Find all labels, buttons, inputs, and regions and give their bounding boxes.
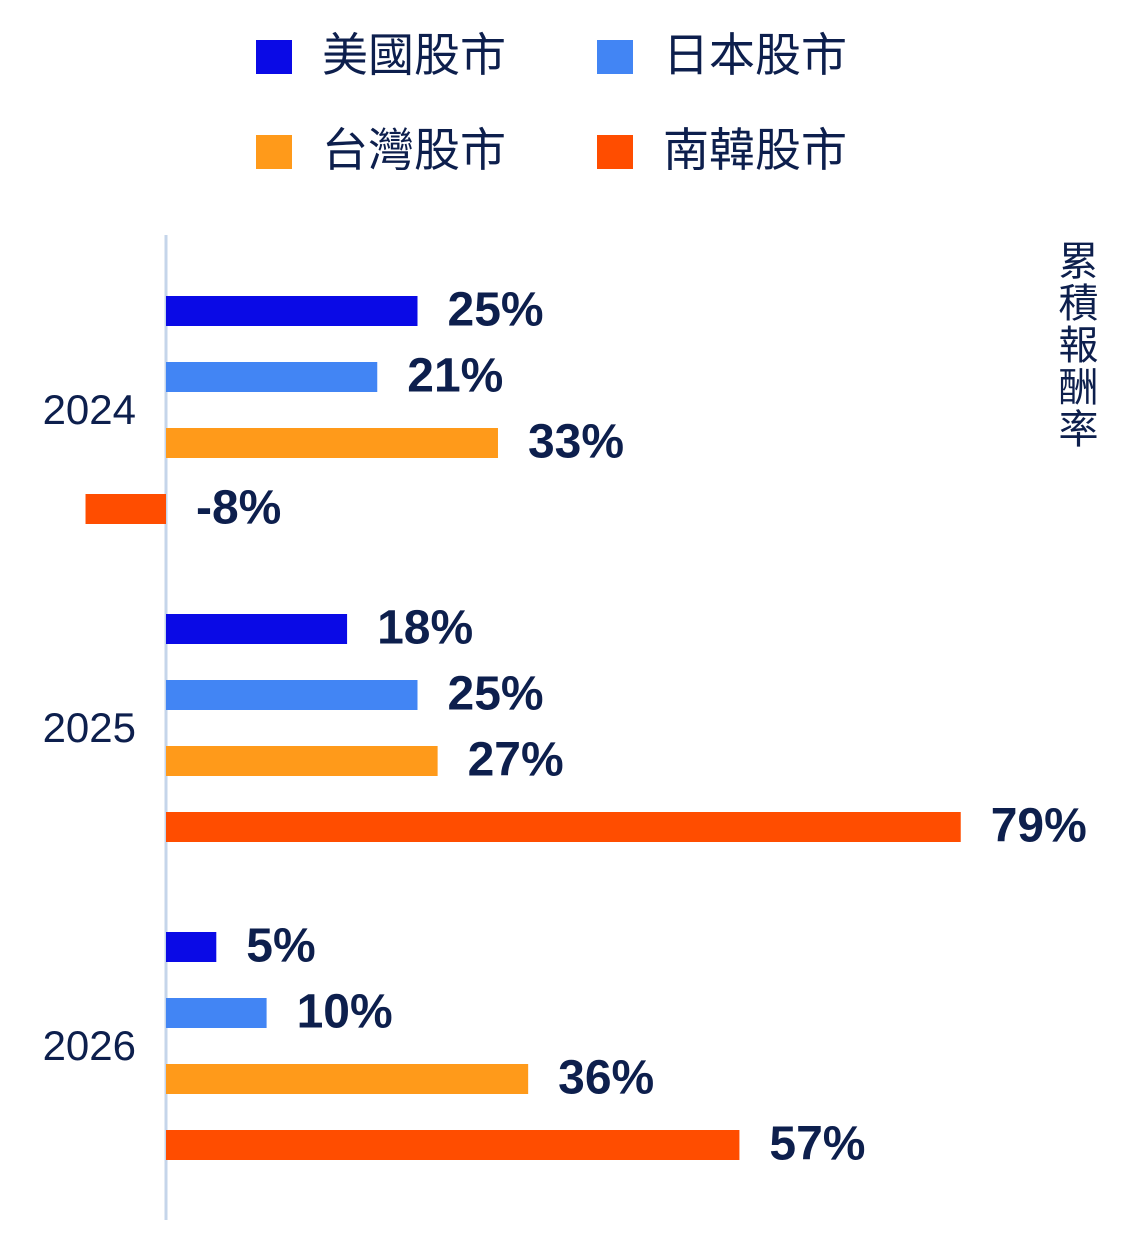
bar (166, 932, 217, 962)
legend-swatch (256, 40, 292, 74)
bar (166, 1130, 740, 1160)
value-label: 25% (448, 284, 544, 337)
bar (166, 1064, 529, 1094)
category-label: 2026 (43, 1022, 136, 1069)
value-label: 33% (528, 416, 624, 469)
legend-swatch (256, 135, 292, 169)
value-label: 25% (448, 668, 544, 721)
value-label: 5% (246, 920, 315, 973)
legend-swatch (597, 40, 633, 74)
value-label: -8% (196, 482, 281, 535)
value-label: 10% (297, 986, 393, 1039)
legend-label: 美國股市 (322, 29, 506, 81)
value-label: 57% (769, 1118, 865, 1171)
bar (166, 812, 961, 842)
bar (85, 494, 166, 524)
bar (166, 428, 498, 458)
bar (166, 998, 267, 1028)
bar (166, 296, 418, 326)
category-label: 2025 (43, 704, 136, 751)
bar (166, 680, 418, 710)
bar (166, 614, 348, 644)
value-label: 21% (407, 350, 503, 403)
value-label: 27% (468, 734, 564, 787)
axis-title: 累積報酬率 (1052, 240, 1098, 450)
value-label: 79% (991, 800, 1087, 853)
legend-label: 南韓股市 (663, 124, 847, 176)
value-label: 36% (558, 1052, 654, 1105)
bar (166, 746, 438, 776)
legend-label: 日本股市 (663, 29, 847, 81)
legend-swatch (597, 135, 633, 169)
value-label: 18% (377, 602, 473, 655)
category-label: 2024 (43, 386, 136, 433)
bar (166, 362, 378, 392)
legend-label: 台灣股市 (322, 124, 506, 176)
